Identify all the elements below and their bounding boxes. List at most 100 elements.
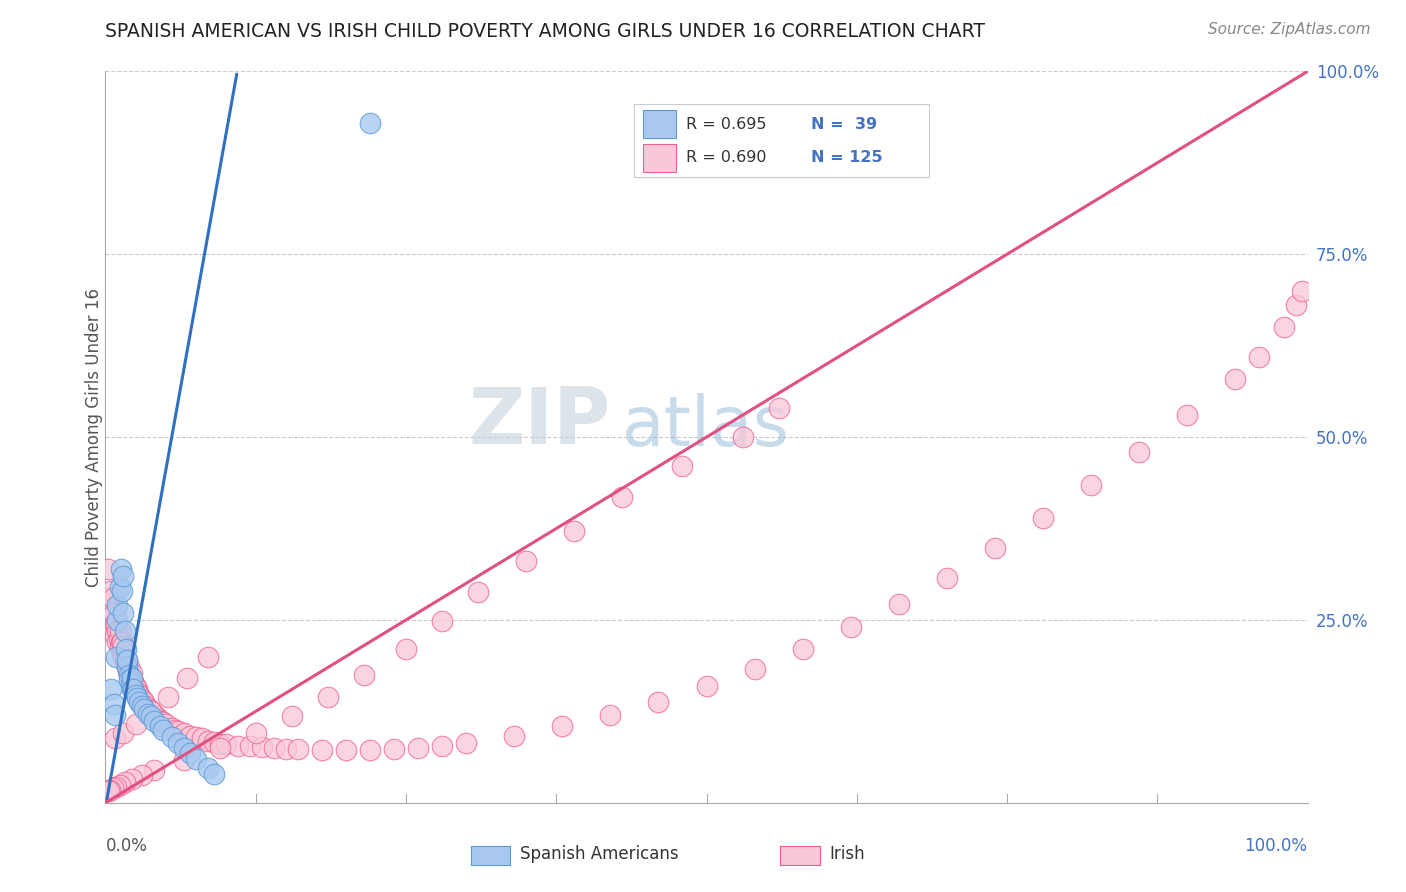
Point (98, 602, 121, 616)
Point (101, 781, 124, 796)
Point (166, 724, 188, 739)
Point (335, 743, 357, 757)
Text: N =  39: N = 39 (811, 117, 877, 131)
Point (98, 782, 121, 797)
Point (121, 673, 143, 687)
Point (110, 562, 132, 576)
Point (696, 679, 718, 693)
Point (454, 736, 477, 750)
Point (184, 752, 207, 766)
Point (166, 736, 188, 750)
Point (98, 784, 121, 798)
Point (117, 664, 139, 678)
Text: 100.0%: 100.0% (1244, 837, 1308, 855)
Point (118, 673, 141, 687)
Point (142, 714, 165, 728)
Point (149, 714, 172, 728)
Point (135, 699, 157, 714)
Point (103, 606, 125, 620)
Point (115, 642, 138, 657)
Point (148, 712, 170, 726)
Point (839, 620, 862, 634)
Text: R = 0.690: R = 0.690 (686, 150, 766, 165)
Point (671, 459, 693, 474)
Point (111, 646, 134, 660)
Point (353, 667, 375, 681)
Point (148, 719, 170, 733)
Point (263, 740, 285, 755)
Point (131, 768, 153, 782)
Point (112, 726, 135, 740)
Point (208, 740, 231, 755)
Point (105, 780, 128, 794)
Point (311, 743, 333, 757)
Point (115, 660, 138, 674)
Point (115, 653, 138, 667)
Point (108, 777, 131, 792)
Point (107, 624, 129, 638)
Point (100, 682, 122, 697)
Point (139, 705, 162, 719)
Point (152, 723, 174, 737)
FancyBboxPatch shape (643, 144, 676, 171)
Point (467, 585, 489, 599)
Point (214, 737, 236, 751)
Point (792, 642, 814, 657)
Point (744, 662, 766, 676)
Point (125, 682, 148, 697)
Point (208, 737, 231, 751)
Text: Source: ZipAtlas.com: Source: ZipAtlas.com (1208, 22, 1371, 37)
Point (551, 719, 574, 733)
Point (108, 580, 131, 594)
Point (121, 772, 143, 787)
Point (103, 697, 125, 711)
Point (1128, 444, 1150, 458)
Point (395, 642, 418, 657)
Point (131, 692, 153, 706)
Point (250, 740, 273, 755)
Point (125, 691, 148, 706)
Point (124, 677, 146, 691)
Point (131, 699, 153, 714)
Point (139, 709, 162, 723)
Point (1225, 371, 1247, 385)
Point (122, 675, 145, 690)
Point (179, 746, 201, 760)
Point (239, 739, 262, 754)
Point (245, 726, 267, 740)
Point (98, 591, 121, 605)
Point (114, 653, 136, 667)
Point (124, 688, 146, 702)
Point (165, 723, 187, 737)
Point (107, 613, 129, 627)
Point (197, 649, 219, 664)
Point (184, 730, 207, 744)
Point (124, 716, 146, 731)
Point (173, 753, 195, 767)
Point (118, 667, 141, 681)
Point (142, 763, 165, 777)
Point (382, 742, 405, 756)
Point (107, 635, 129, 649)
Point (731, 430, 754, 444)
Point (115, 657, 138, 671)
Point (111, 635, 134, 649)
Point (112, 569, 135, 583)
Point (118, 667, 141, 681)
Point (1032, 510, 1054, 524)
Point (152, 715, 174, 730)
Point (105, 649, 128, 664)
Point (1175, 408, 1198, 422)
Point (121, 672, 143, 686)
Point (179, 729, 201, 743)
Point (108, 639, 131, 653)
Point (101, 620, 124, 634)
Point (108, 624, 131, 638)
Point (503, 729, 526, 743)
Point (1249, 350, 1271, 364)
Point (1080, 477, 1102, 491)
Point (190, 731, 212, 746)
Point (1291, 284, 1313, 298)
Point (120, 670, 142, 684)
Point (599, 708, 621, 723)
